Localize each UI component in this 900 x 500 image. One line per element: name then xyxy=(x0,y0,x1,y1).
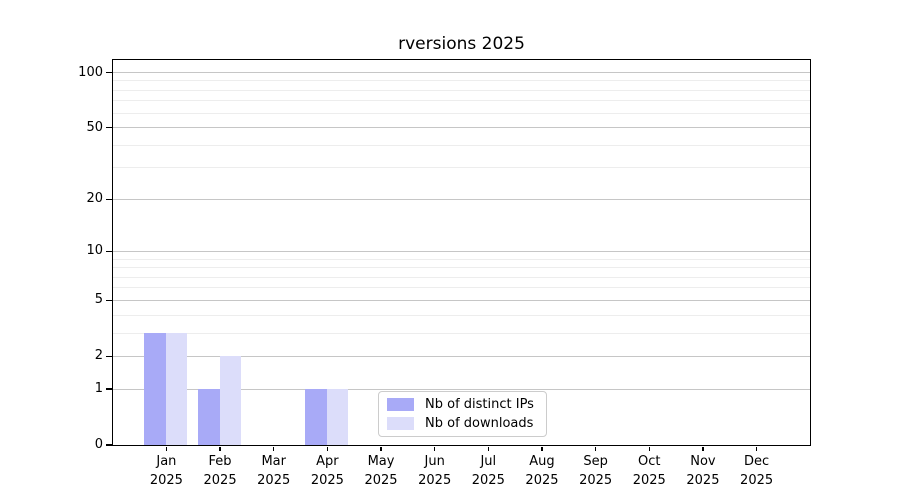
y-tick-label-0: 0 xyxy=(94,437,103,452)
legend-label-downloads: Nb of downloads xyxy=(425,415,534,431)
gridline-y-100 xyxy=(112,72,810,74)
legend-item-distinct-ips: Nb of distinct IPs xyxy=(387,397,538,412)
y-tick-label-10: 10 xyxy=(86,243,103,259)
bar-distinct-ips-apr xyxy=(305,388,327,445)
x-tick-label-jul: Jul 2025 xyxy=(471,454,505,488)
y-tick-label-20: 20 xyxy=(86,191,103,207)
chart-title: rversions 2025 xyxy=(398,34,525,54)
gridline-y-90 xyxy=(112,80,810,82)
x-tick-label-may: May 2025 xyxy=(364,454,398,488)
gridline-y-1 xyxy=(112,388,810,390)
x-tick-label-aug: Aug 2025 xyxy=(525,454,559,488)
gridline-y-30 xyxy=(112,167,810,169)
x-tick-label-sep: Sep 2025 xyxy=(579,454,613,488)
x-tick-mark-oct xyxy=(648,446,651,451)
legend-swatch-distinct-ips xyxy=(387,398,414,412)
gridline-y-20 xyxy=(112,198,810,200)
gridline-y-7 xyxy=(112,276,810,278)
y-tick-mark-50 xyxy=(105,126,112,129)
legend-label-distinct-ips: Nb of distinct IPs xyxy=(425,397,534,413)
bar-distinct-ips-feb xyxy=(198,388,220,445)
x-tick-mark-mar xyxy=(272,446,275,451)
x-tick-mark-sep xyxy=(594,446,597,451)
x-tick-mark-jul xyxy=(487,446,490,451)
y-tick-mark-5 xyxy=(105,299,112,302)
gridline-y-10 xyxy=(112,250,810,252)
gridline-y-9 xyxy=(112,258,810,260)
x-tick-mark-may xyxy=(380,446,382,451)
y-tick-mark-0 xyxy=(105,444,112,446)
y-tick-mark-10 xyxy=(105,250,112,253)
y-tick-label-50: 50 xyxy=(86,119,103,135)
x-tick-label-jan: Jan 2025 xyxy=(149,454,183,488)
plot-inner xyxy=(112,60,810,445)
gridline-y-8 xyxy=(112,267,810,269)
y-tick-mark-100 xyxy=(105,71,112,74)
y-tick-mark-2 xyxy=(105,355,112,358)
bar-downloads-apr xyxy=(326,388,349,445)
y-tick-label-2: 2 xyxy=(94,348,103,364)
gridline-y-50 xyxy=(112,127,810,129)
plot-area xyxy=(111,58,811,446)
legend-swatch-downloads xyxy=(387,416,414,430)
x-tick-label-apr: Apr 2025 xyxy=(310,454,344,488)
legend-item-downloads: Nb of downloads xyxy=(387,416,538,431)
bar-downloads-jan xyxy=(165,332,188,445)
y-tick-mark-20 xyxy=(105,198,112,201)
x-tick-mark-apr xyxy=(326,446,329,451)
gridline-y-3 xyxy=(112,332,810,334)
x-tick-label-oct: Oct 2025 xyxy=(632,454,666,488)
x-tick-label-dec: Dec 2025 xyxy=(740,454,774,488)
gridline-y-80 xyxy=(112,89,810,91)
x-tick-label-jun: Jun 2025 xyxy=(418,454,452,488)
x-tick-label-feb: Feb 2025 xyxy=(203,454,237,488)
bar-downloads-feb xyxy=(219,355,241,445)
legend: Nb of distinct IPs Nb of downloads xyxy=(378,391,547,437)
y-tick-label-100: 100 xyxy=(78,64,103,80)
x-tick-mark-jan xyxy=(165,446,168,451)
y-tick-label-1: 1 xyxy=(94,381,103,397)
y-tick-mark-1 xyxy=(105,388,112,390)
x-tick-mark-aug xyxy=(541,446,543,451)
x-tick-mark-nov xyxy=(702,446,704,451)
x-tick-label-nov: Nov 2025 xyxy=(686,454,720,488)
x-tick-label-mar: Mar 2025 xyxy=(257,454,291,488)
gridline-y-40 xyxy=(112,144,810,146)
gridline-y-4 xyxy=(112,314,810,316)
gridline-y-60 xyxy=(112,112,810,114)
bar-distinct-ips-jan xyxy=(144,332,166,445)
x-tick-mark-feb xyxy=(219,446,221,451)
x-tick-mark-dec xyxy=(755,446,758,451)
gridline-y-2 xyxy=(112,355,810,357)
gridline-y-70 xyxy=(112,100,810,102)
gridline-y-6 xyxy=(112,287,810,289)
gridline-y-5 xyxy=(112,299,810,301)
x-tick-mark-jun xyxy=(433,446,436,451)
y-tick-label-5: 5 xyxy=(94,292,103,308)
